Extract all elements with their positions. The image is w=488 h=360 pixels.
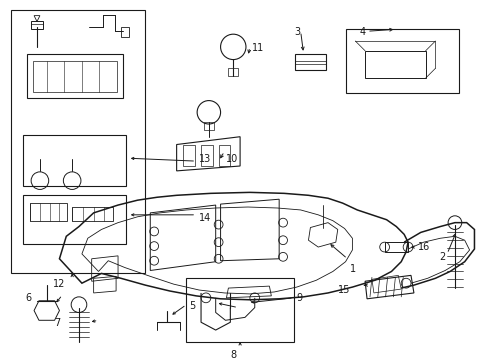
Bar — [183, 144, 195, 166]
Text: 3: 3 — [294, 27, 300, 37]
Bar — [201, 144, 212, 166]
Text: 5: 5 — [189, 301, 195, 311]
Text: 14: 14 — [199, 213, 211, 223]
Text: 7: 7 — [55, 318, 61, 328]
Text: 2: 2 — [438, 252, 445, 262]
Bar — [72, 207, 113, 221]
Text: 13: 13 — [199, 154, 211, 164]
Bar — [30, 203, 67, 221]
Text: 4: 4 — [359, 27, 365, 37]
Text: 16: 16 — [417, 242, 429, 252]
Text: 15: 15 — [337, 285, 349, 295]
Text: 9: 9 — [296, 293, 302, 303]
Text: 8: 8 — [230, 350, 236, 360]
Bar — [121, 27, 128, 37]
Text: 1: 1 — [349, 264, 355, 274]
Bar — [218, 144, 230, 166]
Bar — [186, 278, 293, 342]
Text: 12: 12 — [53, 279, 65, 289]
Text: 6: 6 — [25, 293, 31, 303]
Bar — [11, 10, 145, 274]
Bar — [23, 135, 125, 185]
Text: 10: 10 — [225, 154, 237, 164]
Text: 11: 11 — [251, 43, 264, 53]
Bar — [203, 122, 213, 130]
Bar — [23, 195, 125, 244]
Bar — [228, 68, 238, 76]
